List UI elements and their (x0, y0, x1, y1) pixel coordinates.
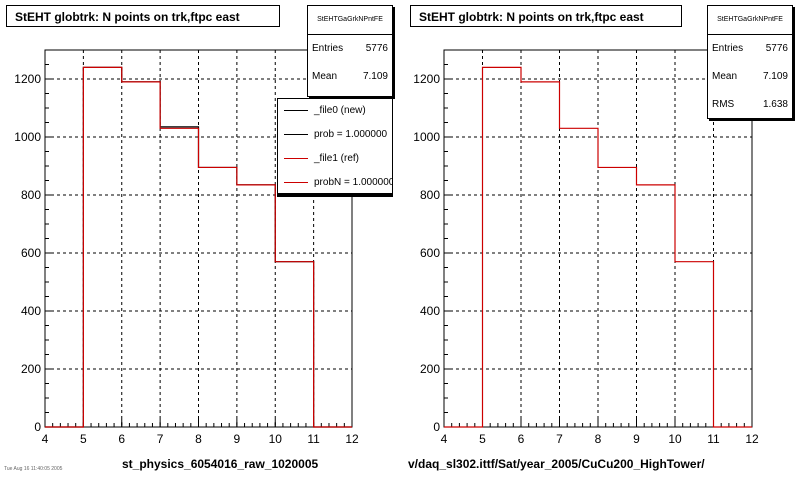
y-tick-label: 1000 (413, 130, 440, 144)
stats-label: RMS (712, 99, 735, 110)
x-tick-label: 10 (668, 432, 682, 446)
stats-label: Mean (712, 71, 738, 82)
x-tick-label: 10 (269, 432, 283, 446)
footnote: Tue Aug 16 11:40:05 2005 (4, 466, 63, 472)
file-label-left: st_physics_6054016_raw_1020005 (122, 457, 319, 471)
stats-box-right: StEHTGaGrkNPntFE Entries 5776 Mean 7.109… (707, 5, 793, 119)
stats-box-left: StEHTGaGrkNPntFE Entries 5776 Mean 7.109 (307, 5, 393, 97)
x-tick-label: 11 (307, 432, 320, 446)
stats-label: Entries (312, 43, 344, 54)
left-histogram-panel: 4 5 6 7 8 9 10 11 12 0 200 400 600 800 1000 1200 StEHT … (4, 5, 393, 472)
x-tick-label: 7 (157, 432, 164, 446)
legend-label: probN = 1.000000 (314, 177, 393, 188)
x-tick-label: 4 (441, 432, 448, 446)
x-tick-label: 7 (556, 432, 563, 446)
legend-label: _file0 (new) (314, 105, 366, 116)
legend-entry-probn: probN = 1.000000 (278, 171, 393, 193)
stats-row-mean: Mean 7.109 (308, 63, 392, 91)
file-label-right: v/daq_sl302.ittf/Sat/year_2005/CuCu200_H… (408, 457, 705, 471)
right-histogram-panel: 4 5 6 7 8 9 10 11 12 0 200 400 600 800 1000 1200 StEHT … (400, 0, 800, 480)
histogram-series (45, 66, 352, 428)
legend-swatch (284, 110, 308, 111)
x-tick-label: 8 (595, 432, 602, 446)
histogram-plot-right: 4 5 6 7 8 9 10 11 12 0 200 400 600 800 1000 1200 (413, 49, 759, 446)
legend-label: _file1 (ref) (314, 153, 360, 164)
legend-swatch (284, 134, 308, 135)
histogram-series (444, 66, 752, 428)
x-tick-label: 5 (80, 432, 87, 446)
y-tick-label: 800 (21, 188, 41, 202)
y-tick-label: 200 (420, 362, 440, 376)
plot-title-left: StEHT globtrk: N points on trk,ftpc east (6, 5, 280, 27)
x-tick-label: 8 (195, 432, 202, 446)
stats-label: Entries (712, 43, 744, 54)
legend-label: prob = 1.000000 (314, 129, 388, 140)
y-tick-label: 1200 (14, 72, 41, 86)
x-tick-label: 4 (42, 432, 49, 446)
y-tick-label: 0 (433, 420, 440, 434)
x-tick-label: 5 (479, 432, 486, 446)
x-tick-label: 6 (118, 432, 125, 446)
y-tick-label: 200 (21, 362, 41, 376)
y-tick-label: 1000 (14, 130, 41, 144)
stats-value: 1.638 (762, 99, 788, 110)
legend-box-left: _file0 (new) prob = 1.000000 _file1 (ref… (277, 98, 393, 194)
x-tick-label: 12 (345, 432, 359, 446)
x-tick-label: 6 (518, 432, 525, 446)
y-tick-label: 800 (420, 188, 440, 202)
stats-row-entries: Entries 5776 (308, 35, 392, 63)
stats-title: StEHTGaGrkNPntFE (708, 6, 792, 35)
y-tick-label: 600 (420, 246, 440, 260)
stats-value: 5776 (365, 43, 388, 54)
x-tick-label: 9 (234, 432, 241, 446)
stats-value: 7.109 (762, 71, 788, 82)
legend-entry-file0: _file0 (new) (278, 99, 392, 123)
y-tick-label: 0 (34, 420, 41, 434)
y-tick-label: 1200 (413, 72, 440, 86)
legend-swatch (284, 158, 308, 159)
x-tick-label: 12 (745, 432, 759, 446)
stats-row-rms: RMS 1.638 (708, 91, 792, 119)
legend-swatch (284, 182, 308, 183)
x-tick-label: 11 (707, 432, 720, 446)
legend-entry-prob: prob = 1.000000 (278, 123, 392, 147)
x-tick-label: 9 (633, 432, 640, 446)
y-tick-label: 400 (420, 304, 440, 318)
legend-entry-file1: _file1 (ref) (278, 147, 392, 171)
y-tick-label: 400 (21, 304, 41, 318)
stats-row-mean: Mean 7.109 (708, 63, 792, 91)
stats-value: 7.109 (362, 71, 388, 82)
stats-value: 5776 (765, 43, 788, 54)
plot-title-right: StEHT globtrk: N points on trk,ftpc east (410, 5, 682, 27)
stats-title: StEHTGaGrkNPntFE (308, 6, 392, 35)
y-tick-label: 600 (21, 246, 41, 260)
stats-row-entries: Entries 5776 (708, 35, 792, 63)
stats-label: Mean (312, 71, 338, 82)
